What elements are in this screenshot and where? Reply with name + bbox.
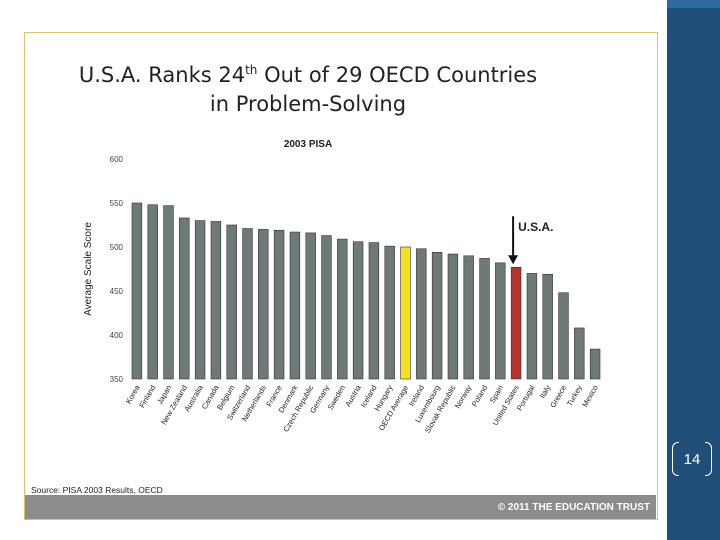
bar-ireland [416,248,427,380]
bar-spain [495,262,506,380]
y-tick-label: 500 [110,243,124,252]
title-superscript: th [245,63,258,77]
title-line2: in Problem-Solving [209,92,407,116]
right-accent-bar-top [667,0,720,8]
page-number: 14 [672,442,712,476]
bar-czech-republic [305,232,316,380]
bar-belgium [226,224,237,380]
annotation-arrow-head [508,255,519,265]
slide-frame: U.S.A. Ranks 24th Out of 29 OECD Countri… [24,32,658,520]
right-accent-bar [667,0,720,540]
title-line1-rest: Out of 29 OECD Countries [257,63,538,87]
bar-denmark [289,231,301,380]
chart-title: 2003 PISA [284,139,332,150]
x-tick-label-mexico: Mexico [580,384,600,409]
slide-title: U.S.A. Ranks 24th Out of 29 OECD Countri… [25,61,591,119]
y-axis-label: Average Scale Score [83,222,94,316]
bar-mexico [589,348,601,380]
bar-hungary [384,245,395,380]
bar-japan [163,205,174,380]
page-number-label: 14 [683,450,701,468]
annotation-label: U.S.A. [518,220,553,234]
y-tick-label: 450 [110,287,124,296]
bar-chart: 2003 PISA Average Scale Score 350 400 450 5… [83,139,601,435]
bar-germany [321,235,332,380]
y-tick-label: 600 [110,155,124,164]
bar-netherlands [258,229,269,380]
bar-austria [352,241,364,380]
bar-sweden [337,238,348,380]
page-number-right-bracket [705,442,712,476]
bar-poland [479,258,490,380]
y-tick-label: 550 [110,199,124,208]
bar-united-states [510,266,522,380]
bar-finland [147,204,158,380]
bar-greece [558,292,569,380]
bar-oecd-average [400,246,411,380]
x-tick-label-poland: Poland [470,384,489,409]
bar-norway [463,255,474,380]
bar-korea [131,202,143,380]
source-note: Source: PISA 2003 Results, OECD [31,485,163,495]
x-tick-label-italy: Italy [538,383,553,400]
bar-australia [194,220,206,380]
bar-canada [210,221,222,380]
page-number-left-bracket [672,442,679,476]
bar-switzerland [242,228,253,380]
bar-new-zealand [179,217,190,380]
bar-luxembourg [431,251,443,380]
footer-bar: © 2011 THE EDUCATION TRUST [25,495,656,519]
bar-portugal [526,273,538,380]
bar-france [273,229,285,380]
y-tick-label: 350 [110,375,124,384]
bar-italy [542,273,553,380]
usa-annotation: U.S.A. [508,216,553,265]
bars [131,202,601,380]
y-tick-label: 400 [110,331,124,340]
bar-slovak-republic [447,253,459,380]
y-axis: 350 400 450 500 550 600 [110,155,124,384]
bar-turkey [574,327,585,380]
footer-copyright: © 2011 THE EDUCATION TRUST [497,501,650,513]
bar-iceland [368,242,380,380]
title-line1: U.S.A. Ranks 24 [78,63,246,87]
